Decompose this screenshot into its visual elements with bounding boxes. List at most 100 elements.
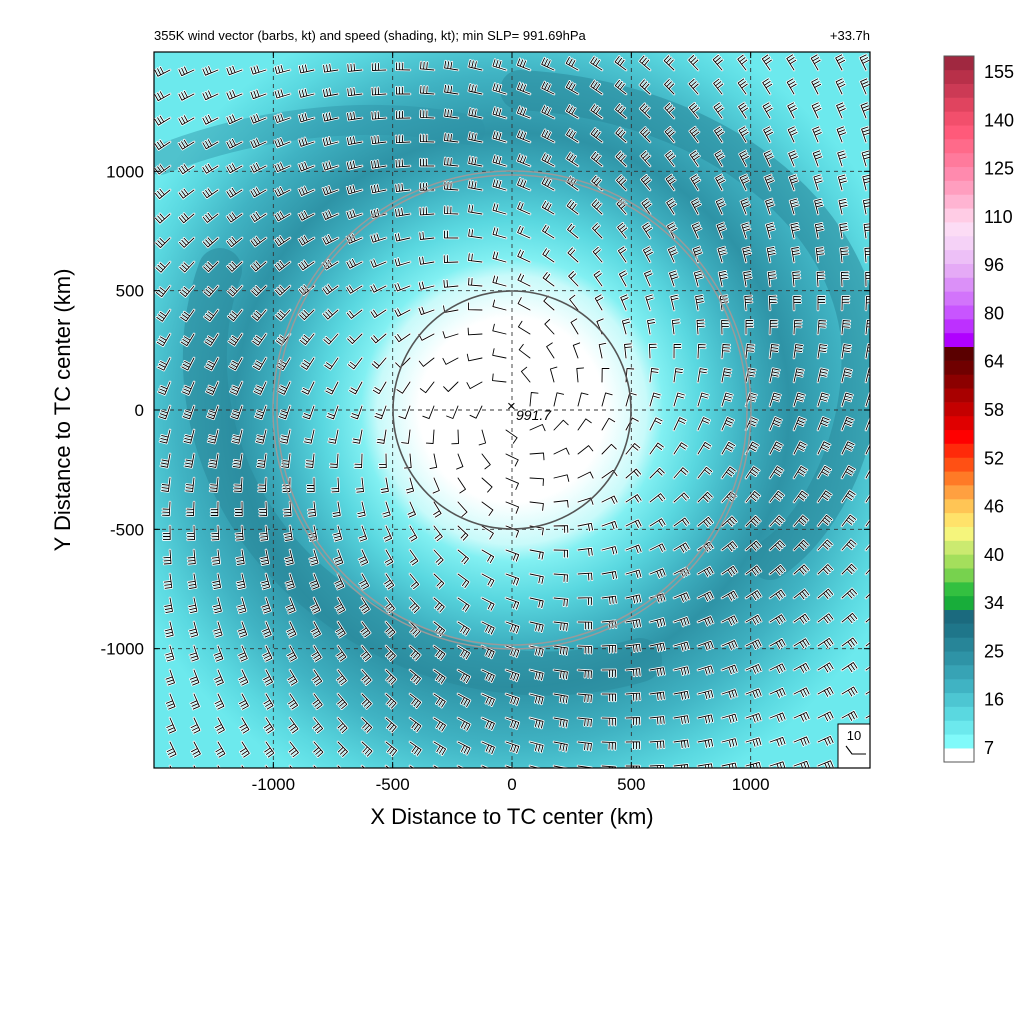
wind-barb <box>394 283 411 292</box>
wind-barb <box>155 261 171 273</box>
wind-barb <box>697 516 714 527</box>
wind-barb <box>360 621 371 638</box>
wind-barb <box>673 517 690 527</box>
wind-barb <box>456 453 464 470</box>
wind-barb <box>188 597 198 614</box>
reference-barb-glyph <box>845 745 866 755</box>
wind-barb <box>259 501 268 517</box>
wind-barb <box>361 645 372 662</box>
wind-barb <box>791 247 800 263</box>
wind-barb <box>263 717 274 734</box>
wind-barb <box>786 54 797 71</box>
wind-barb <box>813 174 823 191</box>
wind-barb <box>861 150 870 167</box>
wind-barb <box>305 453 315 468</box>
wind-barb <box>433 501 442 518</box>
wind-barb <box>793 344 803 359</box>
wind-barb <box>433 669 446 684</box>
wind-barb <box>553 392 565 407</box>
wind-barb <box>865 418 870 431</box>
wind-barb <box>745 320 754 335</box>
wind-barb <box>359 573 370 590</box>
wind-barb <box>184 453 195 468</box>
wind-barb <box>261 597 271 614</box>
wind-barb <box>566 152 579 167</box>
wind-barb <box>739 174 750 191</box>
wind-barb <box>274 186 291 197</box>
wind-barb <box>278 405 291 420</box>
wind-barb <box>481 693 495 707</box>
wind-barb <box>697 491 713 503</box>
wind-barb <box>793 320 802 335</box>
wind-barb <box>625 765 640 768</box>
wind-barb <box>250 211 267 222</box>
wind-barb <box>376 429 387 444</box>
wind-barb <box>841 588 858 599</box>
wind-barb <box>841 539 857 551</box>
wind-barb <box>442 331 459 339</box>
wind-barb <box>717 246 727 263</box>
wind-barb <box>817 539 833 551</box>
wind-barb <box>352 429 363 444</box>
wind-barb <box>322 88 339 97</box>
wind-barb <box>226 90 243 100</box>
wind-barb <box>836 102 846 119</box>
wind-barb <box>260 549 270 566</box>
wind-barb <box>737 78 748 95</box>
wind-barb <box>384 549 394 566</box>
wind-barb <box>382 501 391 518</box>
wind-barb <box>769 638 786 649</box>
colorbar-swatch <box>944 457 974 472</box>
wind-barb <box>429 453 438 470</box>
wind-barb <box>322 284 339 295</box>
wind-barb <box>697 640 714 651</box>
colorbar: 7 16 25 34 40 46 52 58 64 80 96 110 125 140 155 <box>943 55 1014 763</box>
wind-barb <box>313 741 324 758</box>
wind-barb <box>492 83 507 95</box>
wind-barb <box>347 333 363 345</box>
wind-barb <box>642 246 653 263</box>
wind-barb <box>189 645 199 662</box>
wind-barb <box>418 281 435 290</box>
colorbar-swatch <box>944 429 974 444</box>
wind-barb <box>468 108 483 119</box>
wind-barb <box>566 200 579 215</box>
wind-barb <box>769 368 780 383</box>
wind-barb <box>546 342 555 359</box>
wind-barb <box>188 573 197 589</box>
range-circle-500km <box>392 290 632 530</box>
colorbar-swatch <box>944 623 974 638</box>
center-slp-label: 991.7 <box>516 407 552 423</box>
wind-barb <box>333 525 343 542</box>
wind-barb <box>860 78 870 95</box>
wind-barb <box>516 106 531 119</box>
wind-barb <box>541 177 555 191</box>
wind-barb <box>689 150 700 167</box>
wind-barb <box>385 693 397 709</box>
wind-barb <box>517 225 531 239</box>
wind-barb <box>419 207 435 216</box>
wind-barb <box>763 126 773 143</box>
wind-barb <box>443 381 459 392</box>
y-tick-label: 1000 <box>106 162 144 181</box>
x-axis-title: X Distance to TC center (km) <box>370 804 653 829</box>
colorbar-swatch <box>944 637 974 652</box>
wind-barb <box>721 368 732 383</box>
wind-barb <box>639 55 651 71</box>
wind-barb <box>625 741 641 750</box>
wind-barb <box>765 198 775 215</box>
wind-barb <box>187 549 196 565</box>
wind-barb <box>841 686 858 697</box>
wind-barb <box>420 110 435 119</box>
wind-barb <box>817 416 830 431</box>
wind-barb <box>371 135 387 145</box>
wind-barb <box>203 285 219 297</box>
wind-barb <box>409 693 422 709</box>
wind-barb <box>745 344 755 359</box>
wind-barb <box>553 765 567 768</box>
wind-barb <box>601 620 617 629</box>
wind-barb <box>409 645 421 661</box>
wind-barb <box>325 381 339 395</box>
wind-barb <box>385 717 397 733</box>
wind-barb <box>793 392 805 407</box>
